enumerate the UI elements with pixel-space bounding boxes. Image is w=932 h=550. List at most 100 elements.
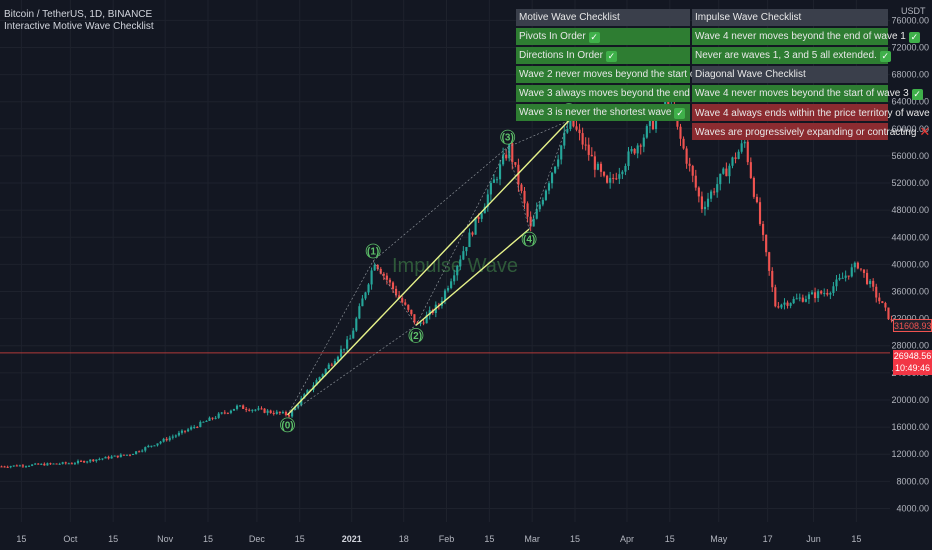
candle-body xyxy=(159,441,162,444)
candle-body xyxy=(330,364,333,366)
candle-body xyxy=(394,288,398,296)
candle-body xyxy=(813,292,817,299)
candle-body xyxy=(385,275,388,280)
price-tick-label: 52000.00 xyxy=(891,178,929,188)
candle-body xyxy=(624,165,627,172)
candle-body xyxy=(719,173,722,185)
candle-body xyxy=(847,275,850,277)
wave-marker xyxy=(521,231,537,247)
wave-label: (1) xyxy=(367,247,379,258)
candle-body xyxy=(364,292,367,299)
candle-body xyxy=(483,206,486,214)
candle-body xyxy=(349,338,352,340)
candle-body xyxy=(379,268,382,274)
time-tick-label: 15 xyxy=(203,534,213,544)
candle-body xyxy=(336,356,340,362)
candle-body xyxy=(676,118,679,127)
candle-body xyxy=(37,463,40,465)
checklist-text: Impulse Wave Checklist xyxy=(695,12,802,23)
candle-body xyxy=(835,279,838,287)
candle-body xyxy=(826,292,829,295)
candle-body xyxy=(398,295,401,299)
candle-body xyxy=(269,410,272,413)
candle-body xyxy=(700,196,703,210)
candle-body xyxy=(64,462,67,464)
wave-lines xyxy=(286,120,570,416)
candle-body xyxy=(92,459,95,462)
candle-body xyxy=(459,259,462,267)
candle-body xyxy=(758,202,762,224)
candle-body xyxy=(21,465,25,467)
checklist-item: Wave 4 never moves beyond the end of wav… xyxy=(692,28,920,45)
price-tick-label: 64000.00 xyxy=(891,97,929,107)
candle-body xyxy=(300,398,303,406)
candle-body xyxy=(76,460,80,464)
candle-body xyxy=(508,143,511,159)
candle-body xyxy=(404,302,407,305)
candle-body xyxy=(746,141,749,163)
wave-marker xyxy=(280,417,295,433)
candle-body xyxy=(3,466,6,468)
candle-body xyxy=(768,252,771,271)
candle-body xyxy=(792,298,795,304)
candle-body xyxy=(382,273,385,276)
candle-body xyxy=(266,410,269,413)
candle-body xyxy=(79,460,83,462)
candle-body xyxy=(211,417,214,419)
wave-label: (2) xyxy=(410,331,422,342)
candle-body xyxy=(541,199,544,205)
candle-body xyxy=(804,299,807,302)
candle-body xyxy=(407,304,410,310)
wave-trendline xyxy=(415,228,530,326)
candle-body xyxy=(6,466,9,468)
candle-body xyxy=(245,408,248,410)
candle-body xyxy=(297,405,300,407)
candle-body xyxy=(95,459,98,462)
checklist-item: Directions In Order ✓ xyxy=(516,47,690,64)
price-tick-label: 56000.00 xyxy=(891,151,929,161)
candle-body xyxy=(731,157,734,166)
price-tick-label: 32000.00 xyxy=(891,314,929,324)
candle-body xyxy=(135,451,138,454)
candle-body xyxy=(783,302,786,305)
wave-segment xyxy=(528,120,570,230)
countdown-tag: 10:49:46 xyxy=(893,362,932,375)
price-tick-label: 28000.00 xyxy=(891,341,929,351)
time-axis[interactable]: 15 Oct 15 Nov 15 Dec 15 2021 18 Feb 15 Mar 15 Apr 15 Ma… xyxy=(16,534,861,544)
candle-body xyxy=(49,463,52,465)
candle-body xyxy=(706,198,710,207)
candle-body xyxy=(388,279,392,283)
candle-body xyxy=(128,454,132,456)
price-axis[interactable]: 4000.008000.0012000.0016000.0020000.0024… xyxy=(891,15,929,513)
checklist-text: Wave 4 never moves beyond the start of w… xyxy=(695,88,909,99)
candle-body xyxy=(612,177,615,179)
price-tick-label: 36000.00 xyxy=(891,287,929,297)
candle-body xyxy=(450,281,453,289)
candle-body xyxy=(187,429,190,432)
candle-body xyxy=(453,275,456,282)
candle-body xyxy=(214,417,217,419)
candle-body xyxy=(202,421,205,423)
candle-body xyxy=(367,284,370,293)
candle-body xyxy=(401,298,404,303)
candle-body xyxy=(242,405,245,409)
checklist-item: Wave 4 always ends within the price terr… xyxy=(692,104,932,121)
candle-body xyxy=(878,297,881,302)
candle-body xyxy=(86,461,89,463)
candle-body xyxy=(523,190,526,204)
time-tick-label: 15 xyxy=(665,534,675,544)
candle-body xyxy=(220,412,223,414)
candle-body xyxy=(569,114,572,129)
wave-segment xyxy=(372,260,417,326)
candle-body xyxy=(355,318,358,331)
candle-body xyxy=(144,447,147,451)
candle-body xyxy=(777,306,780,308)
candle-body xyxy=(859,268,863,270)
last-price-tag: 31608.93 xyxy=(893,319,932,332)
candle-body xyxy=(841,277,844,279)
candle-body xyxy=(529,216,532,227)
candle-body xyxy=(205,420,208,422)
checklist-text: Wave 4 never moves beyond the end of wav… xyxy=(695,31,906,42)
candle-body xyxy=(27,465,31,467)
candle-body xyxy=(486,194,489,207)
